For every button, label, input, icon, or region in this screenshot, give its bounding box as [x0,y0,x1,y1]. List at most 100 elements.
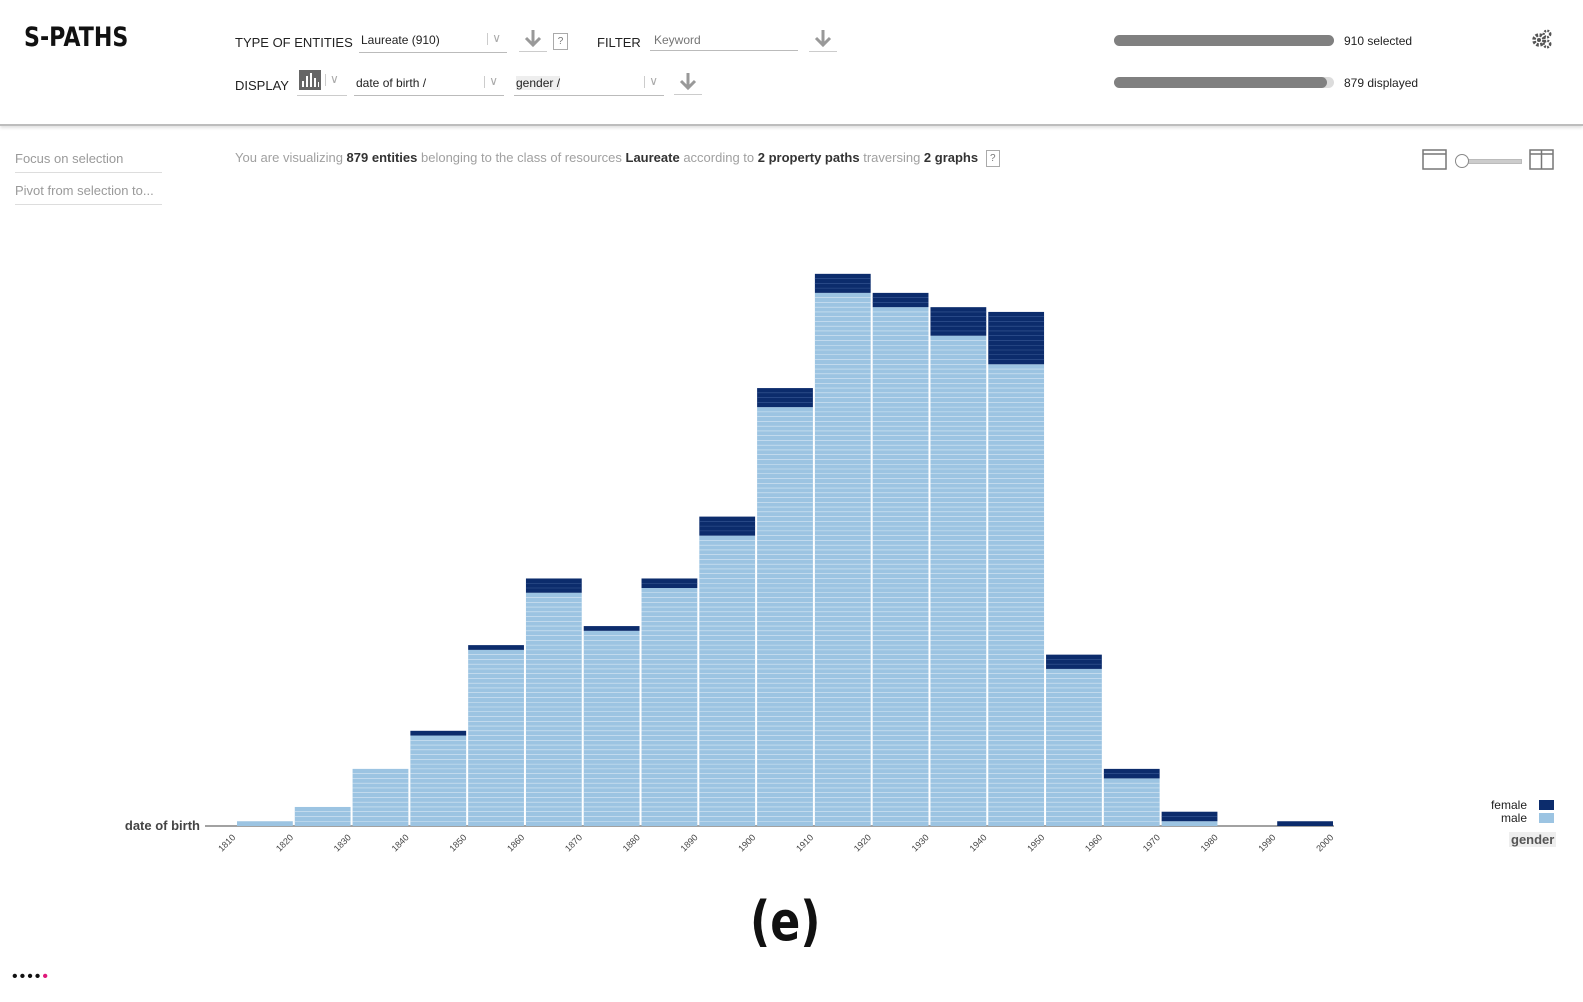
x-tick-label: 1910 [794,832,815,853]
x-tick-label: 1970 [1141,832,1162,853]
bar-female-1960 [1103,768,1160,779]
page-indicator[interactable]: ••••• [12,968,51,985]
split-view-icon[interactable] [1529,149,1555,171]
summary-graphs: 2 graphs [923,150,979,165]
focus-on-selection-link[interactable]: Focus on selection [15,151,162,173]
settings-gears-icon[interactable] [1531,29,1553,49]
bar-female-1890 [699,516,756,536]
type-of-entities-select[interactable]: Laureate (910) ∨ [359,30,507,53]
top-toolbar: S-PATHS TYPE OF ENTITIES Laureate (910) … [0,0,1583,126]
bar-female-1990 [1277,821,1333,826]
type-of-entities-label: TYPE OF ENTITIES [235,35,353,50]
bar-male-1850 [468,649,524,826]
bar-female-1880 [641,578,698,588]
x-tick-label: 1850 [447,832,468,853]
x-tick-label: 1810 [216,832,237,853]
bar-male-1840 [410,735,467,826]
x-tick-label: 1960 [1083,832,1104,853]
x-tick-label: 1870 [563,832,584,853]
chart-type-select[interactable]: ∨ [297,70,347,96]
summary-paths: 2 property paths [757,150,860,165]
arrow-down-icon [814,30,832,48]
x-tick-label: 1930 [910,832,931,853]
bar-female-1840 [410,730,467,736]
display-label: DISPLAY [235,78,289,93]
bar-female-1900 [757,388,813,408]
x-tick-label: 1840 [390,832,411,853]
apply-type-button[interactable] [519,27,547,52]
legend-male-label: male [1500,811,1527,825]
x-tick-label: 1880 [621,832,642,853]
display-property-1-select[interactable]: date of birth / ∨ [354,73,504,96]
x-tick-label: 2000 [1314,832,1335,853]
x-tick-label: 1980 [1199,832,1220,853]
chevron-down-icon: ∨ [325,72,339,86]
summary-help-button[interactable]: ? [985,150,1000,168]
bar-female-1920 [872,292,929,308]
zoom-slider-track[interactable] [1455,154,1522,168]
figure-caption: (e) [750,890,821,953]
filter-keyword-input[interactable] [650,30,798,51]
legend-male-swatch [1539,813,1554,823]
selected-progress-bar [1114,35,1334,46]
bar-male-1910 [814,292,871,826]
bar-male-1830 [352,768,409,826]
bar-male-1920 [872,307,929,826]
summary-text: You are visualizing [235,150,347,165]
chevron-down-icon: ∨ [484,74,498,88]
chevron-down-icon: ∨ [644,74,658,88]
displayed-count: 879 displayed [1344,76,1419,90]
summary-text: belonging to the class of resources [417,150,626,165]
histogram-chart: date of birth 1810 1820 1830 1840 1850 1860 187… [125,273,1335,854]
histogram-icon [299,70,321,90]
bar-female-1860 [525,578,582,593]
bar-male-1960 [1103,778,1160,826]
bar-male-1810 [237,821,293,826]
summary-text: traversing [859,150,924,165]
x-tick-label: 1990 [1256,832,1277,853]
x-tick-label: 1920 [852,832,873,853]
summary-entity-count: 879 entities [346,150,418,165]
single-view-icon[interactable] [1422,149,1448,171]
displayed-progress-track [1114,77,1334,88]
bar-male-1950 [1046,668,1102,826]
x-tick-label: 1820 [274,832,295,853]
app-logo: S-PATHS [24,22,129,53]
bar-male-1880 [641,588,698,826]
visualization-summary: You are visualizing 879 entities belongi… [235,150,1000,168]
bar-female-1850 [468,645,524,650]
selected-count: 910 selected [1344,34,1413,48]
type-of-entities-value: Laureate (910) [361,33,440,47]
display-property-2-select[interactable]: gender / ∨ [514,73,664,96]
displayed-progress-bar [1114,77,1327,88]
bar-female-1930 [930,307,987,336]
x-tick-label: 1860 [505,832,526,853]
type-help-button[interactable]: ? [553,33,568,50]
display-property-1-value: date of birth / [356,76,427,90]
x-tick-label: 1890 [678,832,699,853]
bar-male-1860 [525,592,582,826]
x-tick-label: 1830 [332,832,353,853]
apply-display-button[interactable] [674,70,702,95]
bar-female-1870 [583,626,640,631]
apply-filter-button[interactable] [809,27,837,52]
bar-male-1890 [699,535,756,826]
chevron-down-icon: ∨ [487,31,501,45]
bar-female-1910 [814,273,871,293]
arrow-down-icon [679,73,697,91]
zoom-slider-handle[interactable] [1455,154,1469,168]
bar-female-1950 [1046,654,1102,669]
display-property-2-value: gender / [516,76,561,90]
summary-text: according to [679,150,758,165]
pivot-from-selection-link[interactable]: Pivot from selection to... [15,183,162,205]
bar-female-1940 [988,311,1045,365]
bar-male-1970 [1161,821,1218,826]
x-tick-label: 1950 [1025,832,1046,853]
legend-title[interactable]: gender [1509,832,1557,847]
bar-male-1870 [583,630,640,826]
filter-label: FILTER [597,35,641,50]
arrow-down-icon [524,30,542,48]
x-tick-label: 1900 [736,832,757,853]
legend-female-swatch [1539,800,1554,810]
x-axis-label: date of birth [125,818,200,833]
